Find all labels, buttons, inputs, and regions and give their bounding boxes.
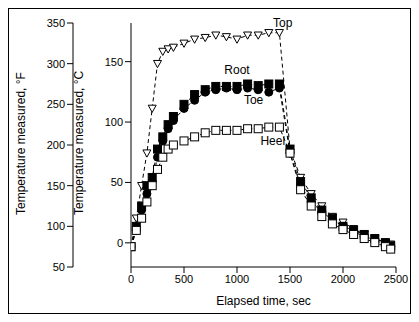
svg-text:Toe: Toe bbox=[244, 93, 264, 107]
svg-text:50: 50 bbox=[53, 261, 65, 273]
svg-text:Temperature measured, °C: Temperature measured, °C bbox=[72, 70, 86, 215]
svg-text:2000: 2000 bbox=[331, 273, 355, 285]
svg-text:Heel: Heel bbox=[260, 134, 285, 148]
svg-text:0: 0 bbox=[128, 273, 134, 285]
svg-text:350: 350 bbox=[47, 17, 65, 29]
svg-text:150: 150 bbox=[105, 56, 123, 68]
svg-text:2500: 2500 bbox=[384, 273, 408, 285]
svg-text:Root: Root bbox=[224, 63, 250, 77]
svg-text:Elapsed time, sec: Elapsed time, sec bbox=[216, 294, 311, 308]
svg-text:50: 50 bbox=[111, 176, 123, 188]
svg-text:250: 250 bbox=[47, 98, 65, 110]
svg-text:150: 150 bbox=[47, 180, 65, 192]
svg-text:200: 200 bbox=[47, 139, 65, 151]
svg-text:Top: Top bbox=[273, 16, 293, 30]
svg-text:1000: 1000 bbox=[225, 273, 249, 285]
svg-text:100: 100 bbox=[105, 116, 123, 128]
svg-text:1500: 1500 bbox=[278, 273, 302, 285]
svg-text:Temperature measured, °F: Temperature measured, °F bbox=[14, 72, 28, 215]
svg-text:300: 300 bbox=[47, 58, 65, 70]
svg-text:100: 100 bbox=[47, 220, 65, 232]
svg-text:0: 0 bbox=[117, 237, 123, 249]
svg-text:500: 500 bbox=[175, 273, 193, 285]
